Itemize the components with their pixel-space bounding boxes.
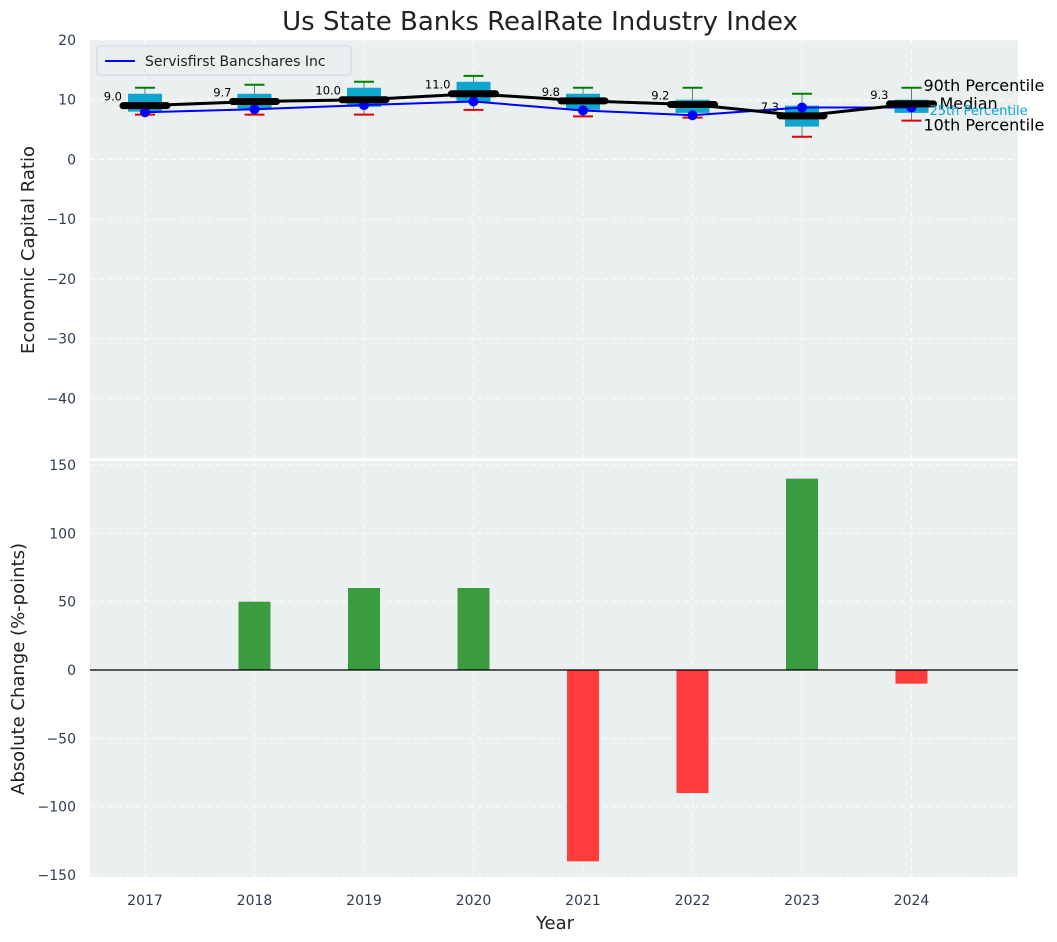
- change-bar: [238, 601, 271, 670]
- bottom-y-ticks: 150 100 50 0 −50 −100 −150: [38, 458, 76, 884]
- company-point: [140, 107, 150, 118]
- x-tick-label: 2021: [565, 893, 601, 909]
- median-value-label: 9.8: [542, 85, 560, 99]
- top-y-tick-label: −30: [46, 332, 76, 348]
- x-tick-label: 2024: [894, 893, 930, 909]
- change-bar: [786, 478, 818, 670]
- bottom-y-tick-label: −150: [38, 868, 76, 884]
- x-tick-label: 2019: [346, 893, 382, 909]
- x-tick-label: 2017: [127, 893, 163, 909]
- median-value-label: 9.7: [213, 86, 231, 100]
- company-point: [578, 105, 588, 116]
- median-value-label: 7.3: [761, 100, 779, 114]
- change-bar: [457, 588, 490, 670]
- top-y-tick-label: −20: [46, 272, 76, 288]
- top-y-tick-label: 0: [67, 152, 76, 168]
- x-tick-labels: 2017 2018 2019 2020 2021 2022 2023 2024: [127, 893, 929, 909]
- annotation-10th: 10th Percentile: [924, 116, 1045, 135]
- company-point: [687, 110, 698, 121]
- annotation-25th: 25th Percentile: [930, 104, 1028, 119]
- median-value-label: 9.2: [651, 88, 669, 102]
- bottom-plot-area: [90, 461, 1018, 877]
- change-bar: [348, 588, 380, 670]
- legend-label: Servisfirst Bancshares Inc: [145, 54, 326, 70]
- company-point: [468, 96, 479, 107]
- annotation-median: Median: [940, 94, 998, 113]
- median-line: [119, 90, 937, 120]
- bottom-y-tick-label: 50: [58, 595, 76, 611]
- top-panel: 20 10 0 −10 −20 −30 −40 9.0 9.7 10.0 11.0 9.8 9.2 7.…: [18, 33, 1044, 458]
- x-tick-label: 2018: [237, 893, 273, 909]
- median-value-label: 9.3: [870, 88, 888, 102]
- change-bar: [567, 670, 599, 862]
- change-bars: [238, 478, 928, 862]
- top-y-ticks: 20 10 0 −10 −20 −30 −40: [46, 33, 76, 407]
- company-line: [144, 100, 912, 117]
- bottom-y-tick-label: 100: [49, 526, 76, 542]
- bottom-panel: 150 100 50 0 −50 −100 −150 2017 2018 2019 2020 202…: [8, 458, 1018, 934]
- x-tick-label: 2020: [456, 893, 492, 909]
- legend-box: [96, 45, 352, 76]
- company-point: [249, 104, 260, 115]
- median-value-label: 9.0: [104, 90, 122, 104]
- company-point: [797, 102, 807, 113]
- change-bar: [895, 670, 928, 684]
- bottom-y-axis-title: Absolute Change (%-points): [8, 543, 29, 795]
- top-y-tick-label: −10: [46, 212, 76, 228]
- annotation-90th: 90th Percentile: [924, 76, 1045, 95]
- bottom-y-tick-label: 150: [49, 458, 76, 474]
- median-value-label: 10.0: [315, 84, 341, 98]
- bottom-y-tick-label: −50: [46, 731, 76, 747]
- median-value-labels: 9.0 9.7 10.0 11.0 9.8 9.2 7.3 9.3: [104, 78, 889, 114]
- median-value-label: 11.0: [425, 78, 451, 92]
- top-y-tick-label: 20: [58, 33, 76, 49]
- x-axis-title: Year: [535, 913, 575, 934]
- bottom-y-tick-label: 0: [67, 663, 76, 679]
- legend: Servisfirst Bancshares Inc: [96, 45, 352, 76]
- top-y-tick-label: −40: [46, 391, 76, 407]
- change-bar: [676, 670, 709, 793]
- top-y-axis-title: Economic Capital Ratio: [18, 146, 39, 354]
- x-tick-label: 2023: [784, 893, 820, 909]
- chart-title: Us State Banks RealRate Industry Index: [282, 7, 798, 37]
- x-tick-label: 2022: [675, 893, 711, 909]
- bottom-y-tick-label: −100: [38, 800, 76, 816]
- top-y-tick-label: 10: [58, 93, 76, 109]
